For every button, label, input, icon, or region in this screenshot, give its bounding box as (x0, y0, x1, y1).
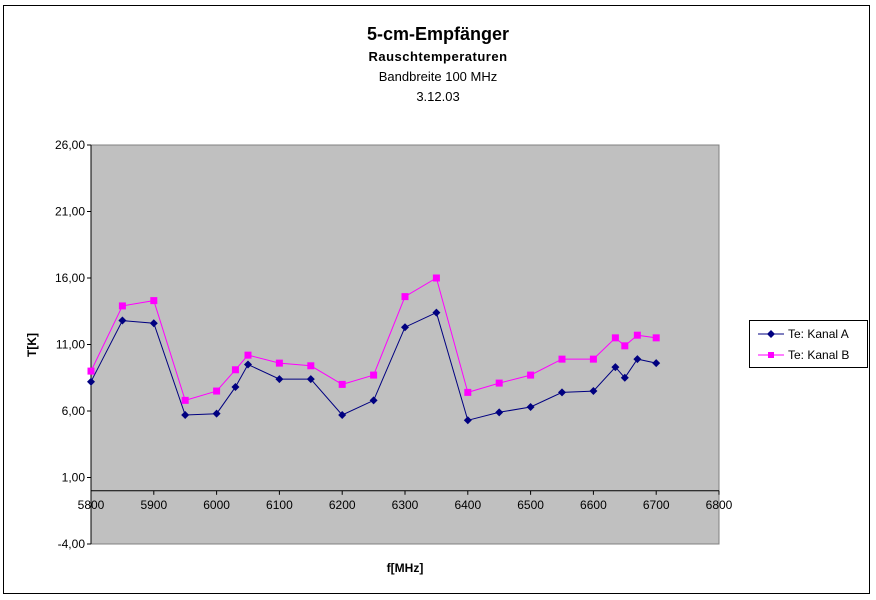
data-point-te-kanal-a (620, 373, 629, 382)
data-point-te-kanal-b (213, 387, 221, 395)
legend-swatch-kanal-b (758, 352, 784, 358)
data-point-te-kanal-a (633, 355, 642, 364)
data-point-te-kanal-a (231, 383, 240, 392)
data-point-te-kanal-b (244, 351, 252, 359)
legend: Te: Kanal A Te: Kanal B (749, 320, 868, 368)
plot-area (90, 144, 720, 545)
data-point-te-kanal-b (275, 359, 283, 367)
data-point-te-kanal-a (432, 308, 441, 317)
y-tick-label: 1,00 (62, 471, 86, 485)
y-axis-title: T[K] (25, 333, 39, 357)
data-point-te-kanal-b (231, 366, 239, 374)
x-tick-label: 6700 (643, 498, 670, 512)
data-point-te-kanal-a (338, 410, 347, 419)
data-point-te-kanal-b (181, 396, 189, 404)
y-tick-label: 26,00 (55, 138, 85, 152)
data-point-te-kanal-b (611, 334, 619, 342)
x-tick-label: 6500 (517, 498, 544, 512)
data-point-te-kanal-b (87, 367, 95, 375)
data-point-te-kanal-b (633, 331, 641, 339)
data-point-te-kanal-b (370, 371, 378, 379)
y-tick-label: 21,00 (55, 205, 85, 219)
legend-swatch-kanal-a (758, 330, 784, 338)
data-point-te-kanal-b (118, 302, 126, 310)
x-tick-label: 6300 (392, 498, 419, 512)
legend-label-kanal-a: Te: Kanal A (788, 327, 849, 341)
data-point-te-kanal-b (150, 297, 158, 305)
x-tick-label: 5900 (140, 498, 167, 512)
x-tick-label: 6100 (266, 498, 293, 512)
chart-date: 3.12.03 (416, 89, 460, 104)
data-point-te-kanal-b (464, 388, 472, 396)
data-point-te-kanal-b (621, 342, 629, 350)
y-tick-label: 6,00 (62, 404, 86, 418)
x-axis: 5800 5900 6000 6100 6200 6300 6400 6500 6600 6700… (78, 490, 733, 512)
series-line-te-kanal-b (90, 277, 657, 402)
y-tick-label: 16,00 (55, 271, 85, 285)
data-point-te-kanal-b (401, 293, 409, 301)
data-point-te-kanal-a (181, 410, 190, 419)
data-point-te-kanal-a (401, 323, 409, 332)
data-point-te-kanal-a (589, 387, 598, 396)
x-tick-label: 5800 (78, 498, 105, 512)
data-point-te-kanal-a (558, 388, 566, 397)
data-point-te-kanal-a (369, 396, 378, 405)
data-point-te-kanal-b (652, 334, 660, 342)
data-point-te-kanal-b (589, 355, 597, 363)
data-point-te-kanal-a (652, 359, 661, 368)
x-axis-title: f[MHz] (387, 561, 424, 575)
data-point-te-kanal-b (558, 355, 566, 363)
data-point-te-kanal-b (432, 274, 440, 282)
chart-title: 5-cm-Empfänger (366, 24, 510, 44)
x-tick-label: 6400 (454, 498, 481, 512)
y-axis: 26,00 21,00 16,00 11,00 6,00 1,00 -4,00 (55, 138, 92, 551)
data-point-te-kanal-b (527, 371, 535, 379)
data-point-te-kanal-a (118, 316, 127, 325)
y-tick-label: 11,00 (56, 338, 85, 352)
data-point-te-kanal-a (463, 416, 472, 425)
data-point-te-kanal-a (275, 375, 284, 384)
data-point-te-kanal-a (611, 363, 620, 372)
data-point-te-kanal-a (306, 375, 315, 384)
legend-label-kanal-b: Te: Kanal B (788, 348, 850, 362)
data-point-te-kanal-a (149, 319, 158, 328)
data-point-te-kanal-b (307, 362, 315, 370)
chart-bandwidth: Bandbreite 100 MHz (378, 69, 498, 84)
x-tick-label: 6000 (203, 498, 230, 512)
data-point-te-kanal-b (338, 380, 346, 388)
chart-subtitle: Rauschtemperaturen (368, 49, 508, 64)
x-tick-label: 6800 (706, 498, 733, 512)
data-point-te-kanal-a (212, 409, 221, 418)
series-layer (87, 274, 661, 425)
data-point-te-kanal-a (244, 360, 252, 369)
data-point-te-kanal-a (526, 403, 535, 412)
data-point-te-kanal-a (495, 408, 504, 417)
series-line-te-kanal-a (90, 311, 657, 421)
x-tick-label: 6200 (329, 498, 356, 512)
data-point-te-kanal-a (87, 377, 95, 386)
y-tick-label: -4,00 (58, 537, 86, 551)
data-point-te-kanal-b (495, 379, 503, 387)
x-tick-label: 6600 (580, 498, 607, 512)
